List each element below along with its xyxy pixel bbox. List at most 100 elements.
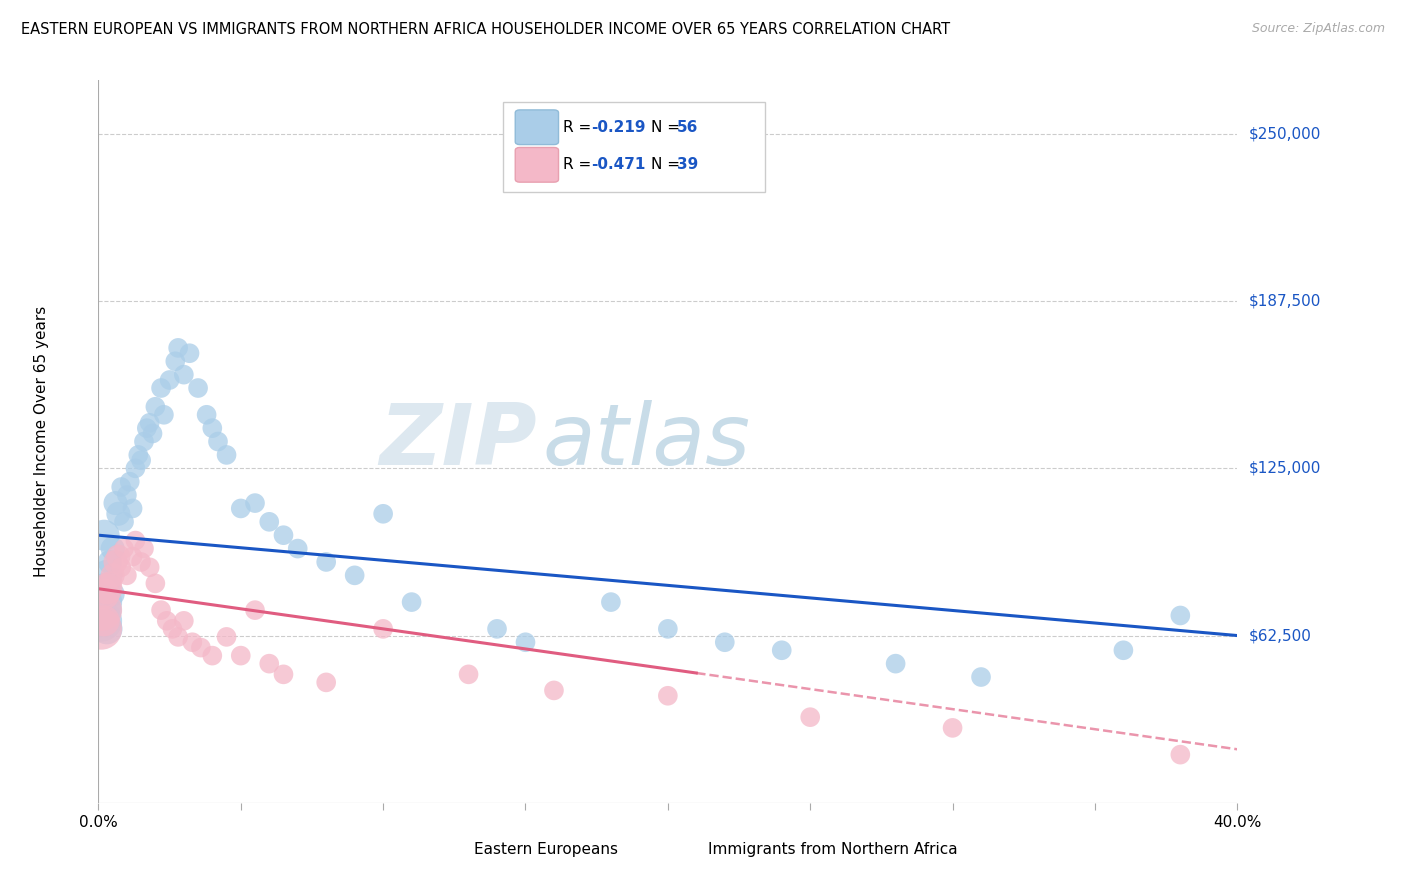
Point	[215, 630, 238, 644]
Point	[112, 541, 135, 556]
Point	[115, 488, 138, 502]
Point	[273, 528, 295, 542]
Point	[96, 582, 118, 596]
Point	[401, 595, 423, 609]
Text: $62,500: $62,500	[1249, 628, 1312, 643]
Point	[179, 346, 201, 360]
Point	[132, 434, 155, 449]
FancyBboxPatch shape	[515, 110, 558, 145]
Point	[259, 515, 281, 529]
Point	[98, 603, 121, 617]
Point	[165, 354, 187, 368]
Point	[373, 507, 395, 521]
Text: Source: ZipAtlas.com: Source: ZipAtlas.com	[1251, 22, 1385, 36]
Point	[315, 555, 337, 569]
Point	[104, 496, 127, 510]
Point	[1112, 643, 1135, 657]
Text: $125,000: $125,000	[1249, 461, 1320, 475]
Point	[132, 541, 155, 556]
Point	[229, 648, 252, 663]
Text: ZIP: ZIP	[380, 400, 537, 483]
Point	[162, 622, 184, 636]
Point	[96, 568, 118, 582]
Point	[173, 614, 195, 628]
Point	[121, 501, 143, 516]
Point	[373, 622, 395, 636]
Point	[799, 710, 821, 724]
Point	[159, 373, 181, 387]
Text: 56: 56	[676, 120, 699, 135]
Point	[173, 368, 195, 382]
Text: N =: N =	[651, 120, 685, 135]
Point	[145, 576, 167, 591]
Point	[138, 560, 160, 574]
Text: -0.219: -0.219	[592, 120, 645, 135]
Point	[90, 603, 112, 617]
Point	[150, 381, 173, 395]
Point	[129, 453, 152, 467]
FancyBboxPatch shape	[503, 102, 765, 193]
Text: R =: R =	[562, 120, 596, 135]
Point	[187, 381, 209, 395]
Point	[190, 640, 212, 655]
Point	[229, 501, 252, 516]
FancyBboxPatch shape	[676, 837, 706, 863]
Point	[287, 541, 309, 556]
Point	[127, 448, 149, 462]
Point	[243, 603, 266, 617]
Point	[1170, 747, 1192, 762]
Point	[156, 614, 179, 628]
Point	[167, 341, 190, 355]
Point	[124, 533, 146, 548]
Point	[101, 568, 124, 582]
Point	[657, 689, 679, 703]
Point	[121, 549, 143, 564]
Point	[1170, 608, 1192, 623]
Point	[657, 622, 679, 636]
Point	[115, 568, 138, 582]
Point	[486, 622, 509, 636]
Point	[457, 667, 479, 681]
Point	[135, 421, 157, 435]
Point	[207, 434, 229, 449]
Point	[124, 461, 146, 475]
Point	[343, 568, 366, 582]
Point	[215, 448, 238, 462]
Point	[101, 541, 124, 556]
Point	[195, 408, 218, 422]
Point	[181, 635, 204, 649]
Point	[96, 622, 118, 636]
Point	[167, 630, 190, 644]
Point	[110, 560, 132, 574]
Point	[150, 603, 173, 617]
Point	[110, 480, 132, 494]
Point	[942, 721, 965, 735]
Text: R =: R =	[562, 157, 596, 172]
Point	[90, 595, 112, 609]
Point	[93, 582, 115, 596]
Point	[884, 657, 907, 671]
Point	[138, 416, 160, 430]
Text: $250,000: $250,000	[1249, 127, 1320, 141]
Text: $187,500: $187,500	[1249, 293, 1320, 309]
Point	[90, 622, 112, 636]
Point	[90, 614, 112, 628]
Point	[112, 515, 135, 529]
Text: EASTERN EUROPEAN VS IMMIGRANTS FROM NORTHERN AFRICA HOUSEHOLDER INCOME OVER 65 Y: EASTERN EUROPEAN VS IMMIGRANTS FROM NORT…	[21, 22, 950, 37]
Point	[600, 595, 623, 609]
Text: N =: N =	[651, 157, 685, 172]
Point	[129, 555, 152, 569]
Point	[98, 555, 121, 569]
Point	[107, 507, 129, 521]
Point	[273, 667, 295, 681]
Point	[98, 576, 121, 591]
Point	[243, 496, 266, 510]
Point	[970, 670, 993, 684]
Point	[770, 643, 793, 657]
Point	[201, 648, 224, 663]
Point	[141, 426, 163, 441]
Point	[118, 475, 141, 489]
Text: Householder Income Over 65 years: Householder Income Over 65 years	[34, 306, 49, 577]
Point	[201, 421, 224, 435]
Text: -0.471: -0.471	[592, 157, 645, 172]
